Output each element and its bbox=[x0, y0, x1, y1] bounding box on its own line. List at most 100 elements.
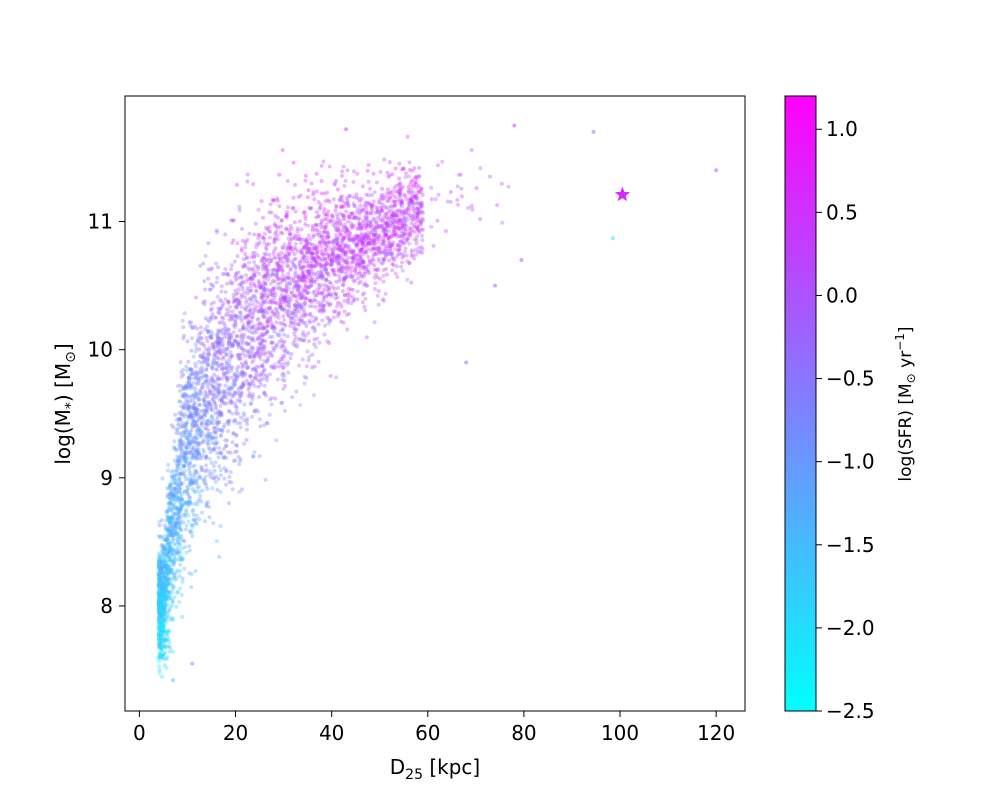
scatter-point bbox=[386, 244, 391, 249]
scatter-point bbox=[318, 272, 323, 277]
scatter-point bbox=[339, 205, 344, 210]
scatter-point bbox=[200, 488, 205, 493]
scatter-point bbox=[157, 611, 162, 616]
scatter-point bbox=[336, 262, 341, 267]
scatter-point bbox=[159, 620, 164, 625]
scatter-point bbox=[187, 544, 192, 549]
scatter-point bbox=[167, 606, 172, 611]
scatter-point bbox=[364, 266, 369, 271]
scatter-point bbox=[302, 374, 307, 379]
scatter-point bbox=[170, 516, 174, 521]
scatter-point bbox=[194, 407, 199, 412]
scatter-point bbox=[273, 246, 278, 251]
scatter-point bbox=[239, 415, 244, 420]
scatter-point bbox=[224, 456, 229, 461]
scatter-point bbox=[218, 382, 223, 387]
scatter-point bbox=[161, 610, 166, 615]
scatter-point bbox=[410, 228, 414, 233]
scatter-point bbox=[214, 539, 219, 544]
scatter-point bbox=[203, 469, 208, 474]
scatter-point bbox=[185, 385, 190, 390]
scatter-point bbox=[431, 243, 436, 248]
scatter-point bbox=[372, 225, 377, 230]
scatter-point bbox=[306, 291, 311, 295]
scatter-point bbox=[204, 404, 209, 409]
scatter-point bbox=[372, 275, 377, 280]
scatter-point bbox=[170, 546, 175, 551]
scatter-point bbox=[275, 286, 280, 291]
scatter-point bbox=[248, 355, 253, 360]
scatter-point bbox=[591, 129, 596, 134]
scatter-point bbox=[170, 515, 174, 520]
scatter-point bbox=[378, 246, 382, 251]
scatter-point bbox=[185, 488, 190, 493]
scatter-point bbox=[214, 353, 219, 358]
scatter-point bbox=[327, 285, 332, 290]
scatter-point bbox=[310, 314, 315, 319]
scatter-point bbox=[240, 365, 245, 370]
scatter-point bbox=[292, 294, 297, 299]
scatter-point bbox=[216, 265, 220, 270]
scatter-point bbox=[184, 424, 188, 429]
scatter-point bbox=[288, 246, 293, 251]
scatter-point bbox=[376, 249, 381, 254]
scatter-point bbox=[226, 501, 231, 506]
scatter-point bbox=[264, 252, 269, 257]
scatter-point bbox=[372, 320, 377, 325]
scatter-point bbox=[296, 233, 301, 238]
scatter-point bbox=[224, 375, 229, 380]
scatter-point bbox=[261, 333, 265, 338]
scatter-point bbox=[272, 311, 277, 316]
scatter-point bbox=[247, 267, 252, 272]
scatter-point bbox=[347, 194, 352, 199]
scatter-point bbox=[207, 351, 212, 356]
scatter-point bbox=[179, 434, 184, 439]
scatter-point bbox=[350, 273, 355, 278]
scatter-point bbox=[256, 207, 261, 212]
scatter-point bbox=[212, 441, 217, 446]
scatter-point bbox=[407, 213, 412, 218]
scatter-point bbox=[244, 314, 249, 318]
scatter-point bbox=[322, 207, 327, 211]
scatter-point bbox=[168, 595, 173, 600]
scatter-point bbox=[175, 459, 180, 464]
scatter-point bbox=[163, 525, 168, 530]
scatter-point bbox=[358, 254, 362, 259]
scatter-point bbox=[278, 297, 283, 302]
scatter-point bbox=[179, 593, 184, 597]
scatter-point bbox=[307, 233, 311, 238]
scatter-point bbox=[319, 191, 324, 196]
scatter-point bbox=[270, 292, 275, 297]
scatter-point bbox=[232, 372, 237, 377]
scatter-point bbox=[231, 419, 236, 424]
scatter-point bbox=[156, 632, 161, 637]
scatter-point bbox=[204, 468, 209, 473]
scatter-point bbox=[180, 614, 184, 619]
scatter-point bbox=[205, 385, 210, 390]
scatter-point bbox=[215, 335, 220, 340]
scatter-point bbox=[382, 215, 387, 220]
scatter-point bbox=[264, 330, 269, 335]
scatter-point bbox=[383, 220, 388, 225]
scatter-point bbox=[235, 370, 240, 375]
scatter-point bbox=[280, 246, 285, 251]
scatter-point bbox=[159, 647, 164, 652]
scatter-point bbox=[184, 510, 189, 515]
scatter-point bbox=[302, 381, 307, 386]
scatter-point bbox=[262, 332, 267, 337]
scatter-point bbox=[384, 221, 389, 226]
scatter-point bbox=[292, 220, 297, 225]
scatter-point bbox=[277, 264, 282, 269]
scatter-point bbox=[259, 306, 264, 311]
scatter-point bbox=[322, 241, 327, 246]
scatter-point bbox=[181, 481, 185, 486]
scatter-point bbox=[250, 315, 255, 320]
scatter-point bbox=[279, 400, 284, 405]
colorbar-tick-label: −0.5 bbox=[826, 367, 875, 391]
scatter-point bbox=[252, 274, 257, 279]
scatter-point bbox=[169, 582, 174, 587]
scatter-point bbox=[355, 257, 360, 262]
scatter-point bbox=[372, 190, 377, 195]
scatter-point bbox=[415, 234, 420, 239]
scatter-point bbox=[170, 598, 175, 603]
